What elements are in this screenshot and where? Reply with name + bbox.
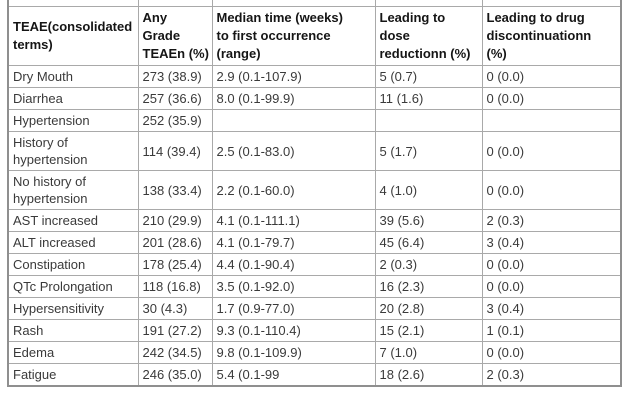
header-row: TEAE(consolidated terms) Any Grade TEAEn…: [7, 6, 622, 66]
cell-discontinuation: 1 (0.1): [481, 319, 622, 342]
cell-median-time: 2.2 (0.1-60.0): [211, 170, 376, 210]
cell-dose-reduction: 20 (2.8): [374, 297, 483, 320]
cell-term: QTc Prolongation: [7, 275, 139, 298]
teae-table-container: TEAE(consolidated terms) Any Grade TEAEn…: [7, 0, 622, 387]
table-row: History of hypertension 114 (39.4) 2.5 (…: [7, 131, 622, 171]
column-header-term: TEAE(consolidated terms): [7, 6, 139, 66]
cell-any-grade: 246 (35.0): [137, 363, 213, 387]
cell-discontinuation: 0 (0.0): [481, 170, 622, 210]
table-row: Dry Mouth 273 (38.9) 2.9 (0.1-107.9) 5 (…: [7, 65, 622, 88]
cell-term: Edema: [7, 341, 139, 364]
cell-median-time: 9.3 (0.1-110.4): [211, 319, 376, 342]
cell-term: No history of hypertension: [7, 170, 139, 210]
cell-median-time: 9.8 (0.1-109.9): [211, 341, 376, 364]
cell-discontinuation: 2 (0.3): [481, 209, 622, 232]
cell-term: Rash: [7, 319, 139, 342]
cell-discontinuation: 0 (0.0): [481, 65, 622, 88]
table-row: Diarrhea 257 (36.6) 8.0 (0.1-99.9) 11 (1…: [7, 87, 622, 110]
table-row: AST increased 210 (29.9) 4.1 (0.1-111.1)…: [7, 209, 622, 232]
cell-any-grade: 138 (33.4): [137, 170, 213, 210]
cell-term: History of hypertension: [7, 131, 139, 171]
cell-term: Constipation: [7, 253, 139, 276]
cell-dose-reduction: [374, 109, 483, 132]
cell-term: Diarrhea: [7, 87, 139, 110]
cell-median-time: 8.0 (0.1-99.9): [211, 87, 376, 110]
table-row: Edema 242 (34.5) 9.8 (0.1-109.9) 7 (1.0)…: [7, 341, 622, 364]
table-row: Rash 191 (27.2) 9.3 (0.1-110.4) 15 (2.1)…: [7, 319, 622, 342]
cell-median-time: 3.5 (0.1-92.0): [211, 275, 376, 298]
cell-dose-reduction: 2 (0.3): [374, 253, 483, 276]
cell-term: Fatigue: [7, 363, 139, 387]
cell-term: Hypersensitivity: [7, 297, 139, 320]
cell-dose-reduction: 11 (1.6): [374, 87, 483, 110]
cell-dose-reduction: 45 (6.4): [374, 231, 483, 254]
cell-dose-reduction: 4 (1.0): [374, 170, 483, 210]
cell-discontinuation: 3 (0.4): [481, 231, 622, 254]
cell-any-grade: 273 (38.9): [137, 65, 213, 88]
cell-any-grade: 178 (25.4): [137, 253, 213, 276]
cell-any-grade: 210 (29.9): [137, 209, 213, 232]
cell-term: AST increased: [7, 209, 139, 232]
cell-term: Hypertension: [7, 109, 139, 132]
cell-discontinuation: 0 (0.0): [481, 341, 622, 364]
cell-any-grade: 201 (28.6): [137, 231, 213, 254]
table-row: QTc Prolongation 118 (16.8) 3.5 (0.1-92.…: [7, 275, 622, 298]
column-header-median-time: Median time (weeks) to first occurrence …: [211, 6, 376, 66]
cell-dose-reduction: 15 (2.1): [374, 319, 483, 342]
column-header-any-grade: Any Grade TEAEn (%): [137, 6, 213, 66]
cell-median-time: 5.4 (0.1-99: [211, 363, 376, 387]
cell-dose-reduction: 5 (1.7): [374, 131, 483, 171]
table-row: Constipation 178 (25.4) 4.4 (0.1-90.4) 2…: [7, 253, 622, 276]
cell-any-grade: 252 (35.9): [137, 109, 213, 132]
column-header-dose-reduction: Leading to dose reductionn (%): [374, 6, 483, 66]
cell-any-grade: 242 (34.5): [137, 341, 213, 364]
cell-median-time: 4.1 (0.1-111.1): [211, 209, 376, 232]
cell-term: ALT increased: [7, 231, 139, 254]
table-row: Hypertension 252 (35.9): [7, 109, 622, 132]
cell-any-grade: 114 (39.4): [137, 131, 213, 171]
cell-term: Dry Mouth: [7, 65, 139, 88]
cell-median-time: 4.4 (0.1-90.4): [211, 253, 376, 276]
cell-any-grade: 191 (27.2): [137, 319, 213, 342]
cell-median-time: [211, 109, 376, 132]
teae-table: TEAE(consolidated terms) Any Grade TEAEn…: [7, 0, 622, 387]
cell-discontinuation: 0 (0.0): [481, 275, 622, 298]
cell-dose-reduction: 18 (2.6): [374, 363, 483, 387]
table-row: No history of hypertension 138 (33.4) 2.…: [7, 170, 622, 210]
cell-dose-reduction: 7 (1.0): [374, 341, 483, 364]
cell-dose-reduction: 16 (2.3): [374, 275, 483, 298]
cell-any-grade: 118 (16.8): [137, 275, 213, 298]
cell-discontinuation: 0 (0.0): [481, 87, 622, 110]
cell-median-time: 4.1 (0.1-79.7): [211, 231, 376, 254]
cell-any-grade: 257 (36.6): [137, 87, 213, 110]
cell-discontinuation: 0 (0.0): [481, 253, 622, 276]
table-row: Hypersensitivity 30 (4.3) 1.7 (0.9-77.0)…: [7, 297, 622, 320]
cell-discontinuation: 0 (0.0): [481, 131, 622, 171]
cell-median-time: 2.5 (0.1-83.0): [211, 131, 376, 171]
cell-dose-reduction: 39 (5.6): [374, 209, 483, 232]
table-row: Fatigue 246 (35.0) 5.4 (0.1-99 18 (2.6) …: [7, 363, 622, 387]
cell-any-grade: 30 (4.3): [137, 297, 213, 320]
cell-median-time: 2.9 (0.1-107.9): [211, 65, 376, 88]
cell-median-time: 1.7 (0.9-77.0): [211, 297, 376, 320]
cell-discontinuation: 2 (0.3): [481, 363, 622, 387]
table-row: ALT increased 201 (28.6) 4.1 (0.1-79.7) …: [7, 231, 622, 254]
cell-discontinuation: [481, 109, 622, 132]
cell-dose-reduction: 5 (0.7): [374, 65, 483, 88]
column-header-discontinuation: Leading to drug discontinuationn (%): [481, 6, 622, 66]
cell-discontinuation: 3 (0.4): [481, 297, 622, 320]
